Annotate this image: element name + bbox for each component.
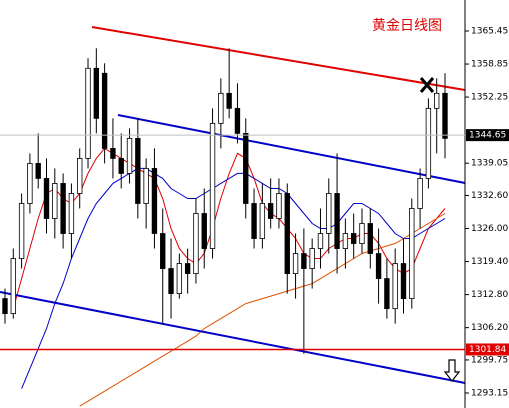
candle-body [226,92,232,109]
candle-body [18,203,25,259]
candle-body [60,183,66,234]
candle-body [176,263,183,294]
y-tick-label: 1299.75 [471,355,508,365]
y-tick-label: 1326.00 [471,224,508,234]
candle-body [292,253,299,274]
candle-body [201,213,207,249]
candle-body [417,178,423,209]
candle-body [126,137,133,174]
candle-body [135,137,141,204]
candle-body [284,193,290,274]
candle-body [317,233,324,249]
candle-body [43,178,50,219]
channel-lower [0,291,466,384]
channel-upper [117,114,466,184]
moving-average [79,213,446,407]
candle-body [400,263,407,300]
y-tick-label: 1339.05 [471,159,508,169]
candle-body [409,208,415,300]
candle-body [442,92,448,139]
candle-body [93,67,100,119]
candle-body [259,203,266,239]
level-box [466,343,509,356]
candle-body [151,168,158,234]
chart-title: 黄金日线图 [372,17,442,34]
candle-body [359,223,365,244]
y-tick-label: 1319.40 [471,257,508,267]
candle-body [234,107,241,134]
candle-body [309,248,315,269]
candle-body [326,193,332,234]
candle-body [52,183,58,219]
candle-body [68,193,75,234]
candle-body [342,233,349,249]
current-price-label: 1344.65 [469,131,506,141]
candle-body [35,163,41,179]
candle-body [168,268,174,294]
candle-body [375,253,382,279]
candle-body [301,253,307,269]
level-label: 1301.84 [469,345,506,355]
moving-average [21,167,446,389]
candle-body [85,67,91,159]
candle-body [184,263,191,274]
candle-body [243,132,249,204]
candle-body [425,107,432,179]
candle-body [267,203,274,219]
candle-body [2,298,8,315]
candle-body [384,278,390,310]
moving-average [12,147,446,309]
candle-body [251,203,257,239]
candle-body [118,158,124,174]
candle-body [218,92,224,124]
y-tick-label: 1293.15 [471,388,508,398]
candle-body [77,158,83,194]
y-tick-label: 1312.80 [471,290,508,300]
y-tick-label: 1332.60 [471,191,508,201]
resistance-line [91,26,466,91]
candle-body [350,233,357,244]
candle-body [160,233,166,269]
candles [2,48,448,354]
y-tick-label: 1358.85 [471,60,508,70]
axis-labels: 1365.45 1358.85 1352.25 1339.05 1332.60 1326.… [0,26,509,398]
y-tick-label: 1365.45 [471,26,508,36]
candle-body [110,148,116,159]
candle-body [10,258,16,315]
candle-body [101,72,108,149]
candle-body [392,263,398,310]
y-tick-label: 1352.25 [471,93,508,103]
candle-body [209,122,216,249]
candle-body [276,193,282,219]
candle-body [27,163,33,204]
candle-body [193,213,199,274]
candle-body [434,92,440,109]
candle-body [334,193,340,249]
overlays [12,147,446,407]
cross-marker [419,77,435,93]
candle-body [143,168,149,204]
down-arrow [443,359,461,382]
candle-body [367,223,373,254]
y-tick-label: 1306.20 [471,323,508,333]
current-price-box [466,129,509,142]
